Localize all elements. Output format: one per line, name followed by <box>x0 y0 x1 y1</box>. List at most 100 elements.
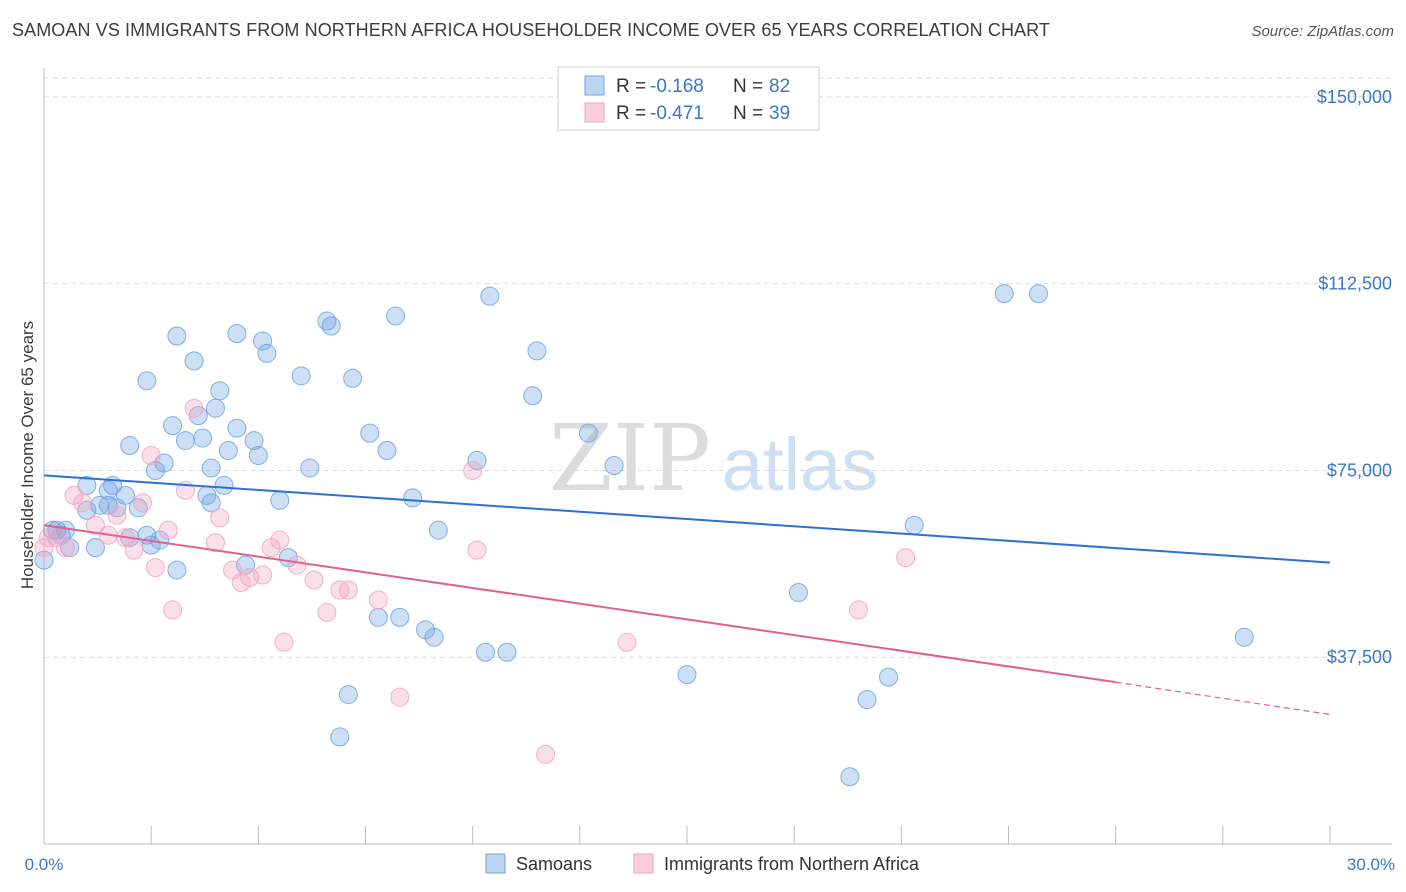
samoans-point <box>85 538 105 558</box>
immigrants-trend-extension <box>1115 681 1331 716</box>
y-tick-label: $75,000 <box>1327 460 1392 480</box>
immigrants-point <box>848 600 868 620</box>
immigrants-point <box>73 493 93 513</box>
samoans-point <box>424 627 444 647</box>
chart-title: SAMOAN VS IMMIGRANTS FROM NORTHERN AFRIC… <box>12 20 1051 40</box>
immigrants-point <box>617 632 637 652</box>
samoans-point <box>840 767 860 787</box>
samoans-point <box>244 431 264 451</box>
stats-r-label-samoans: R = <box>616 76 646 97</box>
immigrants-point <box>463 460 483 480</box>
samoans-point <box>60 538 80 558</box>
watermark-zip: ZIP <box>549 405 711 512</box>
legend-label-samoans: Samoans <box>516 854 592 874</box>
samoans-point <box>184 351 204 371</box>
legend-label-immigrants: Immigrants from Northern Africa <box>664 854 920 874</box>
immigrants-point <box>270 530 290 550</box>
immigrants-point <box>274 632 294 652</box>
y-tick-label: $112,500 <box>1318 274 1392 294</box>
watermark-atlas: atlas <box>722 423 878 506</box>
immigrants-point <box>107 505 127 525</box>
samoans-point <box>343 368 363 388</box>
samoans-point <box>1029 284 1049 304</box>
samoans-point <box>270 490 290 510</box>
immigrants-point <box>205 533 225 553</box>
samoans-point <box>523 386 543 406</box>
immigrants-point <box>390 687 410 707</box>
samoans-point <box>218 441 238 461</box>
samoans-point <box>253 331 273 351</box>
samoans-point <box>904 515 924 535</box>
samoans-point <box>467 450 487 470</box>
stats-n-value-samoans: 82 <box>769 76 790 97</box>
x-tick-label-min: 0.0% <box>25 855 64 874</box>
samoans-point <box>1234 627 1254 647</box>
samoans-point <box>227 323 247 343</box>
stats-n-label-samoans: N = <box>733 76 763 97</box>
immigrants-point <box>253 565 273 585</box>
samoans-point <box>300 458 320 478</box>
x-tick-label-max: 30.0% <box>1347 855 1395 874</box>
immigrants-point <box>317 602 337 622</box>
immigrants-point <box>287 555 307 575</box>
stats-r-value-samoans: -0.168 <box>650 76 704 97</box>
immigrants-point <box>304 570 324 590</box>
samoans-point <box>403 488 423 508</box>
samoans-point <box>386 306 406 326</box>
samoans-point <box>360 423 380 443</box>
immigrants-point <box>210 508 230 528</box>
samoans-point <box>377 441 397 461</box>
samoans-point <box>368 607 388 627</box>
stats-n-label-immigrants: N = <box>733 103 763 124</box>
immigrants-point <box>158 520 178 540</box>
stats-n-value-immigrants: 39 <box>769 103 790 124</box>
samoans-point <box>390 607 410 627</box>
samoans-point <box>175 431 195 451</box>
stats-swatch-samoans <box>584 75 605 96</box>
samoans-point <box>677 665 697 685</box>
trend-lines <box>43 474 1331 716</box>
y-tick-label: $37,500 <box>1327 647 1392 667</box>
samoans-point <box>480 286 500 306</box>
immigrants-point <box>85 515 105 535</box>
immigrants-trend-line <box>43 524 1116 684</box>
source-credit: Source: ZipAtlas.com <box>1251 23 1394 40</box>
samoans-point <box>201 458 221 478</box>
immigrants-point <box>133 493 153 513</box>
samoans-point <box>476 642 496 662</box>
immigrants-point <box>124 540 144 560</box>
samoans-point <box>994 284 1014 304</box>
stats-legend: R = -0.168 N = 82 R = -0.471 N = 39 <box>557 66 820 131</box>
x-ticks <box>43 826 1331 844</box>
legend-swatch-immigrants <box>633 853 654 874</box>
samoans-point <box>330 727 350 747</box>
samoans-point <box>201 493 221 513</box>
immigrants-point <box>368 590 388 610</box>
samoans-point <box>137 371 157 391</box>
axes <box>43 68 1392 845</box>
samoans-point <box>210 381 230 401</box>
samoans-point <box>193 428 213 448</box>
stats-r-label-immigrants: R = <box>616 103 646 124</box>
samoans-point <box>604 455 624 475</box>
samoans-point <box>248 446 268 466</box>
samoans-point <box>214 475 234 495</box>
samoans-point <box>527 341 547 361</box>
immigrants-point <box>163 600 183 620</box>
samoans-point <box>497 642 517 662</box>
samoans-point <box>428 520 448 540</box>
y-tick-labels: $37,500 $75,000 $112,500 $150,000 <box>1317 87 1392 667</box>
immigrants-point <box>536 744 556 764</box>
samoans-point <box>205 398 225 418</box>
stats-r-value-immigrants: -0.471 <box>650 103 704 124</box>
samoans-point <box>115 485 135 505</box>
samoans-point <box>227 418 247 438</box>
stats-swatch-immigrants <box>584 102 605 123</box>
samoans-point <box>857 690 877 710</box>
immigrants-point <box>467 540 487 560</box>
samoans-point <box>338 685 358 705</box>
immigrants-point <box>145 558 165 578</box>
legend-swatch-samoans <box>485 853 506 874</box>
immigrants-points <box>34 398 916 764</box>
